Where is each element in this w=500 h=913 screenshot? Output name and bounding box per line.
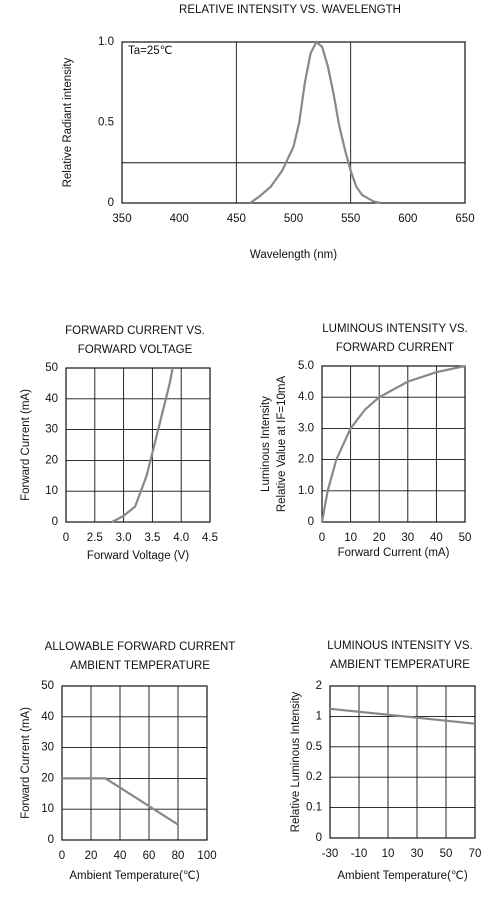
- x-tick-label: 0: [63, 532, 69, 544]
- x-tick-label: 40: [430, 532, 443, 544]
- y-axis-label: Forward Current (mA): [20, 707, 32, 819]
- x-tick-label: 10: [344, 532, 357, 544]
- y-tick-label: 20: [41, 772, 54, 784]
- y-tick-label: 30: [41, 742, 54, 754]
- y-tick-label: 0.1: [306, 802, 322, 814]
- chart-title: FORWARD CURRENT: [336, 342, 454, 354]
- x-tick-label: 20: [85, 850, 98, 862]
- x-axis-label: Forward Voltage (V): [87, 550, 189, 562]
- x-tick-label: 500: [284, 213, 303, 225]
- y-tick-label: 4.0: [298, 391, 314, 403]
- x-tick-label: 30: [411, 848, 424, 860]
- plot-frame: [329, 685, 476, 839]
- y-tick-label: 0: [316, 832, 322, 844]
- y-tick-label: 5.0: [298, 360, 314, 372]
- y-tick-label: 0.5: [98, 117, 114, 129]
- y-tick-label: 40: [45, 393, 58, 405]
- x-tick-label: 20: [373, 532, 386, 544]
- chart-title: FORWARD VOLTAGE: [78, 344, 193, 356]
- x-tick-label: 30: [401, 532, 414, 544]
- x-tick-label: -30: [322, 848, 339, 860]
- x-tick-label: 550: [341, 213, 360, 225]
- y-tick-label: 50: [41, 680, 54, 692]
- chart-title: ALLOWABLE FORWARD CURRENT: [45, 641, 236, 653]
- y-tick-label: 10: [41, 803, 54, 815]
- x-tick-label: 2.5: [87, 532, 103, 544]
- x-tick-label: 70: [469, 848, 482, 860]
- x-tick-label: 3.0: [116, 532, 132, 544]
- plot-frame: [61, 685, 208, 841]
- plot-frame: [321, 365, 466, 523]
- y-tick-label: 30: [45, 424, 58, 436]
- x-tick-label: 40: [114, 850, 127, 862]
- chart-title: AMBIENT TEMPERATURE: [70, 660, 210, 672]
- x-tick-label: 4.0: [173, 532, 189, 544]
- x-tick-label: 650: [455, 213, 474, 225]
- y-tick-label: 0.2: [306, 771, 322, 783]
- x-axis-label: Wavelength (nm): [250, 249, 337, 261]
- y-axis-label: Relative Luminous Intensity: [290, 691, 302, 832]
- x-axis-label: Ambient Temperature(℃): [69, 870, 199, 882]
- y-axis-label: Forward Current (mA): [20, 389, 32, 501]
- x-tick-label: 350: [112, 213, 131, 225]
- x-tick-label: 0: [319, 532, 325, 544]
- x-tick-label: 600: [398, 213, 417, 225]
- x-tick-label: 100: [197, 850, 216, 862]
- x-tick-label: 400: [170, 213, 189, 225]
- y-tick-label: 2.0: [298, 454, 314, 466]
- y-axis-label: Relative Radiant intensity: [62, 57, 74, 187]
- plot-frame: [65, 367, 211, 523]
- y-tick-label: 40: [41, 711, 54, 723]
- y-tick-label: 50: [45, 362, 58, 374]
- y-tick-label: 20: [45, 454, 58, 466]
- chart-title: LUMINOUS INTENSITY VS.: [322, 323, 467, 335]
- y-axis-label: Relative Value at IF=10mA: [276, 376, 288, 513]
- y-tick-label: 3.0: [298, 422, 314, 434]
- chart-title: LUMINOUS INTENSITY VS.: [327, 640, 472, 652]
- chart-title: AMBIENT TEMPERATURE: [330, 659, 470, 671]
- x-axis-label: Forward Current (mA): [338, 547, 450, 559]
- x-tick-label: 450: [227, 213, 246, 225]
- y-tick-label: 1.0: [98, 36, 114, 48]
- y-tick-label: 0: [108, 197, 114, 209]
- data-line: [62, 777, 179, 826]
- x-tick-label: 0: [59, 850, 65, 862]
- x-tick-label: -10: [351, 848, 368, 860]
- annotation: Ta=25℃: [128, 45, 173, 57]
- x-tick-label: 60: [143, 850, 156, 862]
- x-tick-label: 3.5: [144, 532, 160, 544]
- chart-title: FORWARD CURRENT VS.: [65, 325, 205, 337]
- y-tick-label: 1.0: [298, 485, 314, 497]
- y-tick-label: 1: [316, 710, 322, 722]
- y-axis-label: Luminous Intensity: [260, 396, 272, 492]
- y-tick-label: 10: [45, 485, 58, 497]
- y-tick-label: 0: [308, 516, 314, 528]
- y-tick-label: 0: [52, 516, 58, 528]
- data-line: [111, 367, 174, 523]
- data-line: [329, 707, 476, 725]
- y-tick-label: 0: [48, 834, 54, 846]
- x-tick-label: 4.5: [202, 532, 218, 544]
- x-tick-label: 10: [382, 848, 395, 860]
- plot-frame: [121, 41, 466, 204]
- x-tick-label: 50: [459, 532, 472, 544]
- x-axis-label: Ambient Temperature(℃): [337, 870, 467, 882]
- x-tick-label: 50: [440, 848, 453, 860]
- data-line: [249, 40, 381, 205]
- x-tick-label: 80: [172, 850, 185, 862]
- data-line: [320, 364, 466, 523]
- y-tick-label: 2: [316, 680, 322, 692]
- chart-title: RELATIVE INTENSITY VS. WAVELENGTH: [179, 4, 401, 16]
- y-tick-label: 0.5: [306, 741, 322, 753]
